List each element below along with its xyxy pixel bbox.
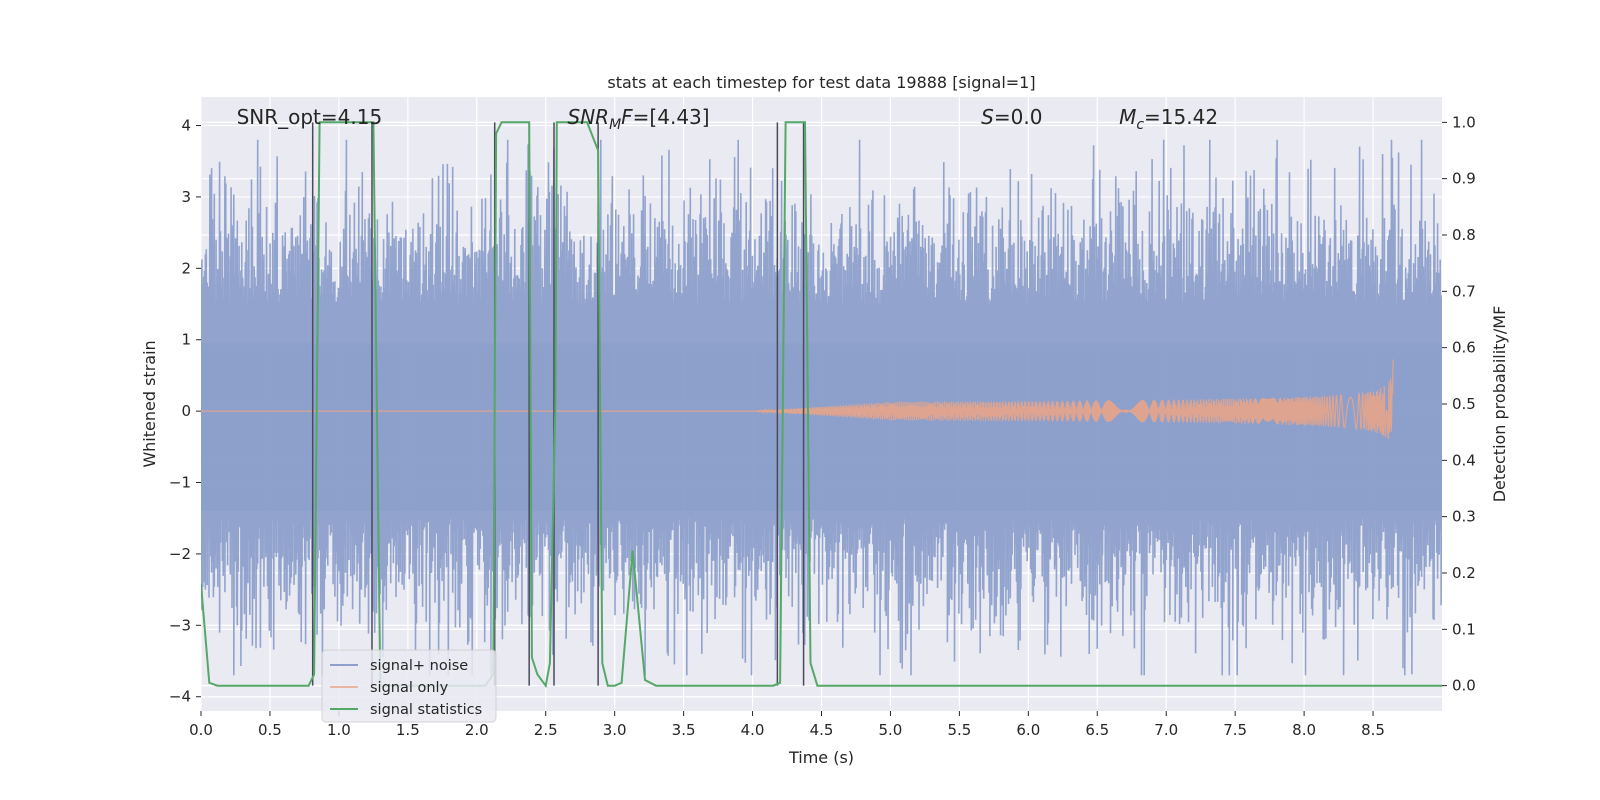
y2-tick-label: 0.7: [1452, 282, 1476, 300]
series-signal-only: [201, 359, 1394, 440]
y2-tick-label: 0.1: [1452, 620, 1476, 638]
y2-tick-label: 0.4: [1452, 451, 1476, 469]
y2-tick-label: 0.5: [1452, 395, 1476, 413]
x-tick-label: 3.5: [672, 721, 696, 739]
x-tick-label: 7.5: [1223, 721, 1247, 739]
annotation-3: Mc=15.42: [1119, 105, 1218, 133]
x-tick-label: 6.0: [1016, 721, 1040, 739]
y-tick-label: −1: [169, 474, 191, 492]
chart-title: stats at each timestep for test data 198…: [607, 73, 1035, 92]
y2-tick-label: 0.2: [1452, 564, 1476, 582]
y-tick-label: −3: [169, 616, 191, 634]
plot-area: [200, 97, 1442, 711]
x-tick-label: 0.5: [258, 721, 282, 739]
y-tick-label: 0: [181, 402, 191, 420]
legend-box: [321, 649, 497, 723]
legend-label: signal+ noise: [370, 658, 468, 674]
annotation-2: S=0.0: [981, 105, 1042, 129]
series-group: [201, 121, 1442, 689]
y-tick-labels: 4 3 2 1 0 −1 −2 −3 −4: [169, 117, 201, 706]
y-tick-label: −2: [169, 545, 191, 563]
y-tick-label: 2: [181, 259, 191, 277]
x-tick-label: 4.0: [741, 721, 765, 739]
x-tick-label: 3.0: [603, 721, 627, 739]
y2-tick-label: 0.6: [1452, 339, 1476, 357]
y2-tick-label: 0.8: [1452, 226, 1476, 244]
x-tick-label: 8.5: [1361, 721, 1385, 739]
series-signal-plus-noise-core: [201, 343, 1442, 512]
legend-label: signal statistics: [370, 702, 482, 718]
y2-tick-label: 1.0: [1452, 113, 1476, 131]
y2-tick-labels: 1.0 0.9 0.8 0.7 0.6 0.5 0.4 0.3 0.2 0.1 0.0: [1442, 113, 1476, 695]
legend-label: signal only: [370, 680, 449, 696]
y2-tick-label: 0.3: [1452, 508, 1476, 526]
y2-tick-label: 0.9: [1452, 170, 1476, 188]
y2-tick-label: 0.0: [1452, 677, 1476, 695]
y-tick-label: 1: [181, 331, 191, 349]
legend: signal+ noise signal only signal statistic…: [321, 649, 497, 723]
x-tick-label: 5.0: [879, 721, 903, 739]
y-tick-label: 4: [181, 117, 191, 135]
x-tick-label: 1.5: [396, 721, 420, 739]
y-tick-label: 3: [181, 188, 191, 206]
x-axis-label: Time (s): [788, 748, 854, 767]
x-tick-label: 5.5: [947, 721, 971, 739]
x-tick-label: 4.5: [810, 721, 834, 739]
x-tick-label: 0.0: [189, 721, 213, 739]
x-tick-label: 6.5: [1085, 721, 1109, 739]
y2-axis-label: Detection probability/MF: [1490, 306, 1509, 503]
annotations: SNR_opt=4.15 SNRMF=[4.43] S=0.0 Mc=15.42: [237, 105, 1218, 133]
x-tick-label: 2.0: [465, 721, 489, 739]
series-signal-statistics: [201, 121, 1442, 689]
x-tick-label: 7.0: [1154, 721, 1178, 739]
x-tick-labels: 0.0 0.5 1.0 1.5 2.0 2.5 3.0 3.5 4.0 4.5 5.0 5.5 6.0 6…: [189, 711, 1385, 739]
x-tick-label: 2.5: [534, 721, 558, 739]
y-axis-label: Whitened strain: [140, 340, 159, 467]
x-tick-label: 8.0: [1292, 721, 1316, 739]
y-tick-label: −4: [169, 688, 191, 706]
x-tick-label: 1.0: [327, 721, 351, 739]
annotation-0: SNR_opt=4.15: [237, 105, 383, 129]
annotation-1: SNRMF=[4.43]: [568, 105, 710, 133]
